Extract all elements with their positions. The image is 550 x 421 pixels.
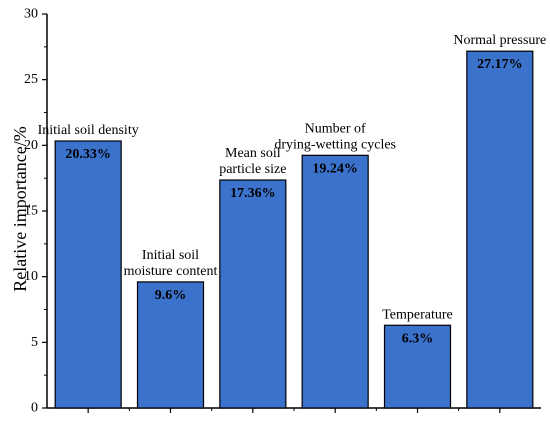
y-tick-label: 30 [24, 7, 38, 22]
category-label-line: Initial soil density [38, 123, 139, 138]
value-label: 17.36% [230, 186, 276, 201]
value-label: 9.6% [155, 288, 187, 303]
value-label: 27.17% [477, 57, 523, 72]
category-label: Mean soil particle size [219, 146, 286, 177]
bar [383, 324, 452, 409]
category-label-line: Number of [305, 121, 366, 136]
category-label: Initial soil density [38, 123, 139, 138]
bar [301, 154, 369, 409]
y-axis-title: Relative importance/% [10, 126, 30, 291]
value-label: 6.3% [402, 331, 434, 346]
category-label: Temperature [382, 307, 453, 322]
y-tick-label: 20 [24, 138, 38, 153]
y-tick-label: 0 [31, 401, 38, 416]
category-label: Initial soil moisture content [124, 248, 218, 279]
y-tick-label: 25 [24, 72, 38, 87]
y-tick-label: 10 [24, 269, 38, 284]
bar [219, 179, 287, 409]
bar [54, 140, 122, 409]
category-label-line: Initial soil [142, 248, 199, 263]
category-label-line: Normal pressure [453, 33, 546, 48]
category-label: Normal pressure [453, 33, 546, 48]
category-label-line: moisture content [124, 264, 218, 279]
bar [466, 50, 534, 409]
category-label-line: Temperature [382, 307, 453, 322]
y-tick-label: 5 [31, 335, 38, 350]
value-label: 19.24% [312, 161, 358, 176]
y-tick-label: 15 [24, 204, 38, 219]
category-label-line: particle size [219, 162, 286, 177]
category-label: Number of drying-wetting cycles [274, 121, 396, 152]
category-label-line: drying-wetting cycles [274, 137, 396, 152]
value-label: 20.33% [65, 147, 111, 162]
category-label-line: Mean soil [225, 146, 281, 161]
